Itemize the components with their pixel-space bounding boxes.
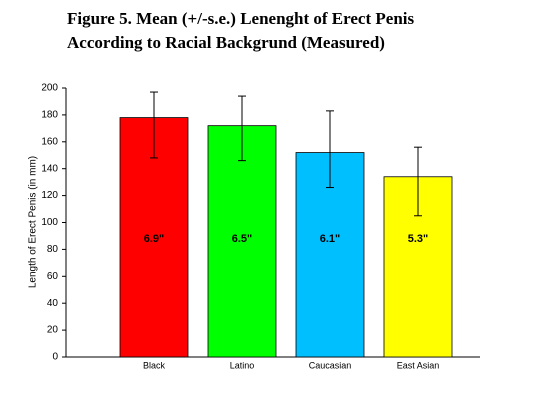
bar-annotation: 6.5" — [232, 233, 253, 245]
bar-annotation: 6.1" — [320, 233, 341, 245]
y-tick-label: 100 — [41, 217, 58, 228]
bar — [207, 125, 277, 358]
y-tick-label: 20 — [47, 325, 59, 336]
x-tick-label: Caucasian — [309, 360, 352, 370]
bar-annotation: 6.9" — [144, 233, 165, 245]
bar-annotation: 5.3" — [408, 233, 429, 245]
y-tick-label: 40 — [47, 298, 59, 309]
y-tick-label: 180 — [41, 110, 58, 121]
x-tick-label: Black — [143, 360, 166, 370]
y-tick-label: 0 — [52, 352, 58, 363]
y-axis-label: Length of Erect Penis (in mm) — [28, 156, 39, 288]
y-tick-label: 200 — [41, 83, 58, 94]
y-tick-label: 60 — [47, 271, 59, 282]
x-tick-label: Latino — [230, 360, 255, 370]
y-tick-label: 80 — [47, 244, 59, 255]
y-tick-label: 160 — [41, 136, 58, 147]
chart-title: Figure 5. Mean (+/-s.e.) Lenenght of Ere… — [67, 9, 414, 28]
y-tick-label: 120 — [41, 190, 58, 201]
x-tick-label: East Asian — [397, 360, 440, 370]
y-tick-label: 140 — [41, 163, 58, 174]
chart-title: According to Racial Backgrund (Measured) — [67, 33, 385, 52]
